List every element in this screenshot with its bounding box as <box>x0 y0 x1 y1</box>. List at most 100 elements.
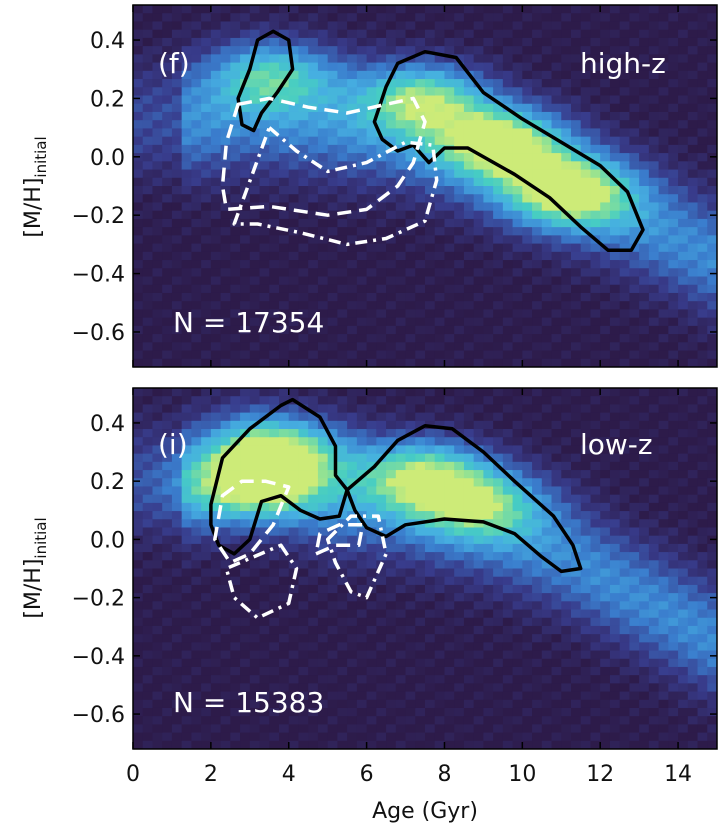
heatmap-cell <box>317 724 329 734</box>
heatmap-cell <box>386 486 397 496</box>
heatmap-cell <box>171 210 183 220</box>
heatmap-cell <box>288 388 300 397</box>
heatmap-cell <box>152 153 163 162</box>
heatmap-cell <box>386 21 397 31</box>
heatmap-cell <box>512 210 523 220</box>
heatmap-cell <box>220 445 231 455</box>
heatmap-cell <box>240 461 251 471</box>
heatmap-cell <box>415 634 426 643</box>
heatmap-cell <box>434 334 446 343</box>
heatmap-cell <box>395 301 407 311</box>
heatmap-cell <box>240 334 251 343</box>
heatmap-cell <box>308 128 319 138</box>
heatmap-cell <box>444 251 455 261</box>
heatmap-cell <box>347 227 358 236</box>
heatmap-cell <box>551 404 562 414</box>
heatmap-cell <box>288 519 300 529</box>
heatmap-cell <box>473 227 484 236</box>
heatmap-cell <box>639 317 650 327</box>
heatmap-cell <box>327 161 338 171</box>
heatmap-cell <box>201 519 212 529</box>
heatmap-cell <box>337 111 348 121</box>
heatmap-cell <box>269 560 280 570</box>
heatmap-cell <box>405 478 416 488</box>
heatmap-cell <box>327 420 338 430</box>
heatmap-cell <box>181 404 192 414</box>
heatmap-cell <box>259 707 270 717</box>
heatmap-cell <box>308 177 319 187</box>
heatmap-cell <box>609 268 621 278</box>
heatmap-cell <box>619 560 630 570</box>
heatmap-cell <box>191 87 202 97</box>
heatmap-cell <box>590 519 601 529</box>
heatmap-cell <box>463 609 475 619</box>
heatmap-cell <box>483 144 494 154</box>
heatmap-cell <box>502 128 514 138</box>
heatmap-cell <box>571 79 582 88</box>
heatmap-cell <box>298 218 309 228</box>
heatmap-cell <box>279 502 290 512</box>
heatmap-cell <box>171 260 183 269</box>
heatmap-cell <box>619 317 630 327</box>
heatmap-cell <box>473 268 484 278</box>
heatmap-cell <box>230 79 241 88</box>
heatmap-cell <box>658 186 669 195</box>
heatmap-cell <box>551 144 562 154</box>
heatmap-cell <box>551 37 562 47</box>
heatmap-cell <box>191 634 202 643</box>
heatmap-cell <box>201 486 212 496</box>
heatmap-cell <box>541 634 553 643</box>
heatmap-cell <box>133 445 144 455</box>
heatmap-cell <box>571 617 582 627</box>
heatmap-cell <box>551 153 562 162</box>
heatmap-cell <box>259 404 270 414</box>
heatmap-cell <box>152 461 163 471</box>
heatmap-cell <box>561 519 572 529</box>
heatmap-cell <box>600 527 611 537</box>
heatmap-cell <box>473 54 484 64</box>
heatmap-cell <box>133 120 144 130</box>
heatmap-cell <box>522 453 533 463</box>
heatmap-cell <box>629 617 640 627</box>
heatmap-cell <box>590 453 601 463</box>
heatmap-cell <box>648 301 660 311</box>
heatmap-cell <box>609 453 621 463</box>
heatmap-cell <box>327 128 338 138</box>
heatmap-cell <box>687 202 699 212</box>
heatmap-cell <box>279 478 290 488</box>
heatmap-cell <box>376 552 387 561</box>
heatmap-cell <box>142 601 154 611</box>
heatmap-cell <box>678 120 689 130</box>
heatmap-cell <box>152 625 163 635</box>
heatmap-cell <box>483 79 494 88</box>
heatmap-cell <box>571 243 582 253</box>
heatmap-cell <box>405 128 416 138</box>
heatmap-cell <box>201 54 212 64</box>
heatmap-cell <box>152 342 163 352</box>
heatmap-cell <box>551 634 562 643</box>
heatmap-cell <box>249 136 261 146</box>
heatmap-cell <box>463 576 475 586</box>
heatmap-cell <box>162 342 173 352</box>
heatmap-cell <box>512 227 523 236</box>
heatmap-cell <box>347 666 358 676</box>
heatmap-cell <box>308 453 319 463</box>
heatmap-cell <box>347 658 358 668</box>
heatmap-cell <box>259 691 270 701</box>
heatmap-cell <box>269 642 280 652</box>
heatmap-cell <box>444 5 455 14</box>
heatmap-cell <box>668 103 679 113</box>
heatmap-cell <box>590 478 601 488</box>
heatmap-cell <box>571 461 582 471</box>
heatmap-cell <box>366 153 377 162</box>
heatmap-cell <box>668 111 679 121</box>
heatmap-cell <box>162 194 173 204</box>
heatmap-cell <box>405 251 416 261</box>
heatmap-cell <box>502 70 514 80</box>
heatmap-cell <box>619 136 630 146</box>
heatmap-cell <box>366 70 377 80</box>
heatmap-cell <box>269 13 280 23</box>
heatmap-cell <box>152 494 163 504</box>
heatmap-cell <box>707 194 717 204</box>
heatmap-cell <box>230 699 241 709</box>
